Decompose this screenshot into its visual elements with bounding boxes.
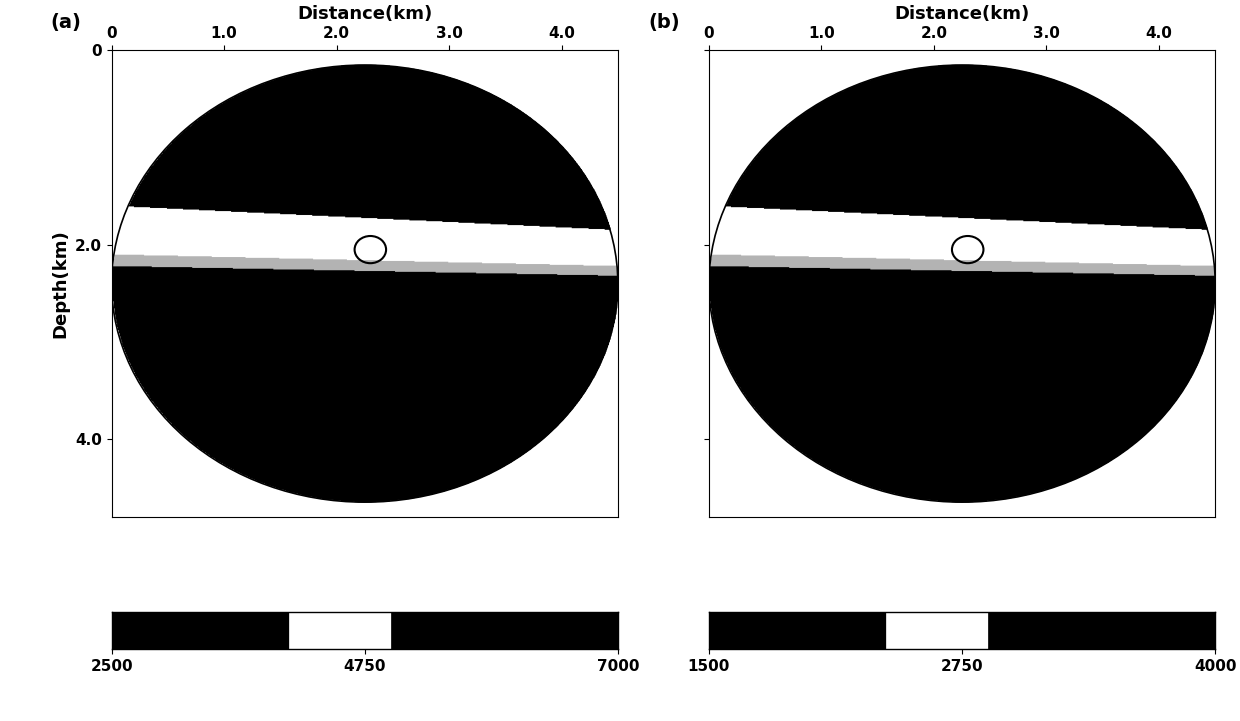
X-axis label: Distance(km): Distance(km) xyxy=(894,5,1029,23)
Y-axis label: Depth(km): Depth(km) xyxy=(51,229,69,338)
X-axis label: Distance(km): Distance(km) xyxy=(298,5,433,23)
Text: (b): (b) xyxy=(649,13,680,32)
Text: (a): (a) xyxy=(51,13,82,32)
